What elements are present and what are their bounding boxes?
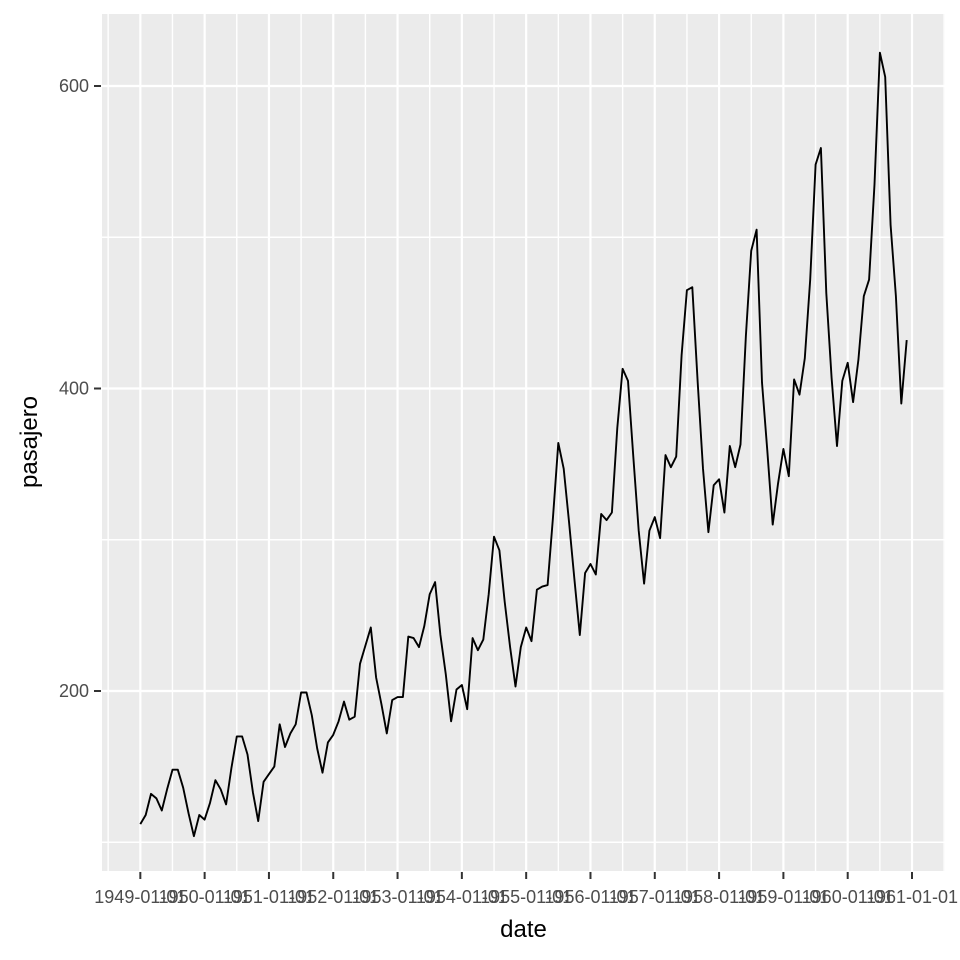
x-tick-label: 1960-01-01 xyxy=(802,887,894,907)
x-tick-label: 1959-01-01 xyxy=(737,887,829,907)
x-tick-label: 1957-01-01 xyxy=(609,887,701,907)
x-tick-label: 1954-01-01 xyxy=(416,887,508,907)
x-tick-label: 1961-01-01 xyxy=(866,887,958,907)
x-tick-label: 1949-01-01 xyxy=(94,887,186,907)
x-tick-label: 1955-01-01 xyxy=(480,887,572,907)
y-tick-label: 400 xyxy=(59,379,89,399)
x-tick-label: 1950-01-01 xyxy=(159,887,251,907)
y-tick-label: 600 xyxy=(59,76,89,96)
y-axis-title: pasajero xyxy=(16,395,43,489)
x-tick-label: 1958-01-01 xyxy=(673,887,765,907)
data-line-pasajero xyxy=(139,51,908,838)
x-axis-title: date xyxy=(500,916,547,943)
x-tick-label: 1952-01-01 xyxy=(287,887,379,907)
x-tick-label: 1951-01-01 xyxy=(223,887,315,907)
x-tick-label: 1956-01-01 xyxy=(544,887,636,907)
x-tick-label: 1953-01-01 xyxy=(352,887,444,907)
plot-panel xyxy=(102,14,945,871)
y-tick-label: 200 xyxy=(59,681,89,701)
